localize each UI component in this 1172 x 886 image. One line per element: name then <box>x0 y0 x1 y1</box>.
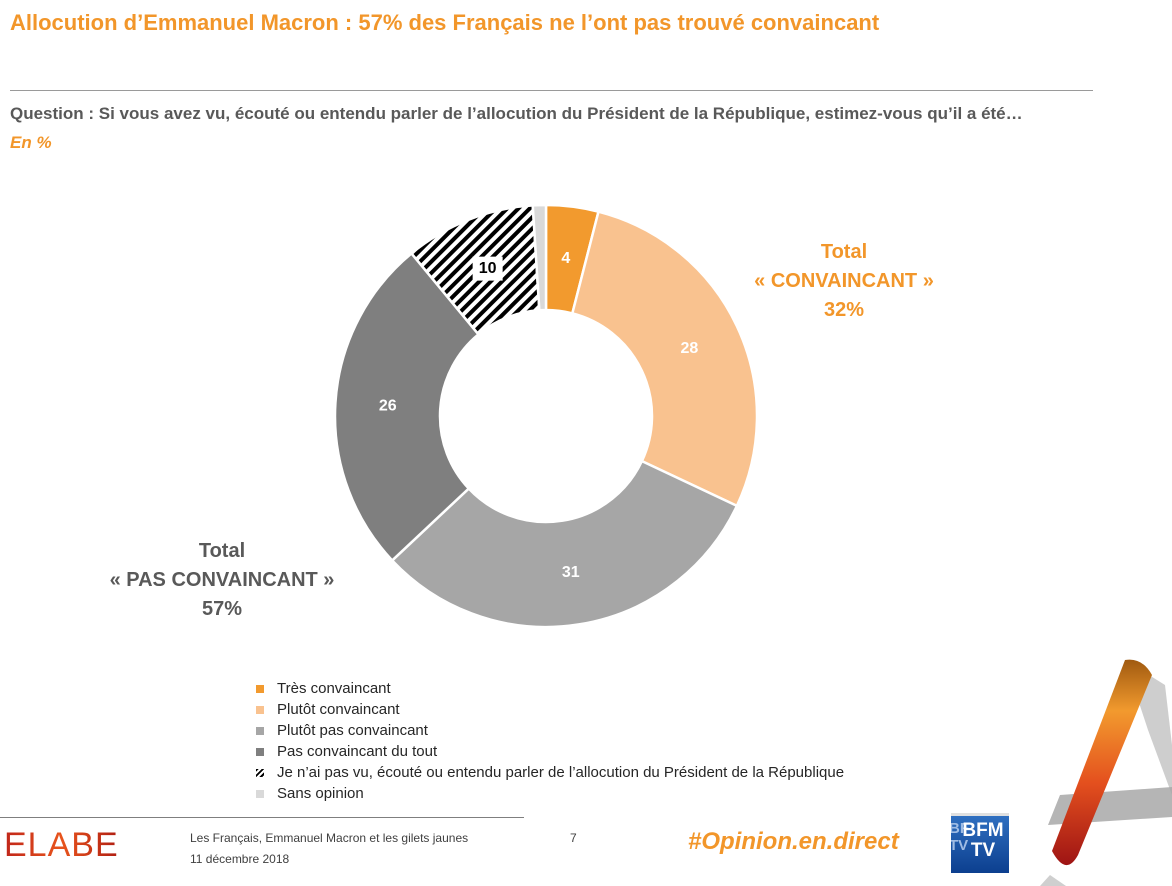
bfm-tv-logo: BFTV BFM TV <box>951 813 1009 873</box>
legend-label-1: Très convaincant <box>277 680 391 697</box>
donut-label-4: 26 <box>379 398 397 415</box>
legend-item-4: Pas convaincant du tout <box>256 741 844 762</box>
donut-label-bg-5 <box>472 256 503 281</box>
title-divider <box>10 90 1093 91</box>
bfm-tv-logo-shadow-icon: BFTV <box>951 820 969 854</box>
total-convaincant-value: 32% <box>823 299 865 321</box>
donut-label-2: 28 <box>681 340 699 357</box>
elabe-logo: ELABE <box>4 826 119 864</box>
total-pas-convaincant-value: 57% <box>201 598 243 620</box>
elabe-a-shape-icon <box>1040 659 1172 886</box>
legend-item-5: Je n’ai pas vu, écouté ou entendu parler… <box>256 762 844 783</box>
legend-swatch-5 <box>256 768 264 777</box>
legend-item-2: Plutôt convaincant <box>256 699 844 720</box>
opinion-hashtag: #Opinion.en.direct <box>688 828 899 855</box>
donut-slice-4 <box>333 251 481 563</box>
unit-label: En % <box>10 133 52 152</box>
chart-legend: Très convaincant Plutôt convaincant Plutôt… <box>256 678 844 804</box>
legend-item-3: Plutôt pas convaincant <box>256 720 844 741</box>
total-pas-convaincant-label: « PAS CONVAINCANT » <box>109 569 335 591</box>
slide-title: Allocution d’Emmanuel Macron : 57% des F… <box>10 10 880 35</box>
study-info: Les Français, Emmanuel Macron et les gil… <box>190 828 468 870</box>
footer-divider <box>0 817 524 818</box>
legend-swatch-6 <box>256 789 264 798</box>
legend-swatch-1 <box>256 684 264 693</box>
total-convaincant-label: « CONVAINCANT » <box>754 270 934 292</box>
question-text: Question : Si vous avez vu, écouté ou en… <box>10 104 1023 123</box>
donut-label-3: 31 <box>562 564 580 581</box>
legend-item-6: Sans opinion <box>256 783 844 804</box>
bfm-tv-logo-text: BFM TV <box>962 820 1004 861</box>
total-convaincant: Total « CONVAINCANT » 32% <box>724 238 964 325</box>
legend-label-6: Sans opinion <box>277 785 364 802</box>
donut-slice-3 <box>390 459 739 629</box>
page-number: 7 <box>570 831 577 845</box>
donut-label-1: 4 <box>561 250 570 267</box>
legend-swatch-2 <box>256 705 264 714</box>
legend-item-1: Très convaincant <box>256 678 844 699</box>
study-title: Les Français, Emmanuel Macron et les gil… <box>190 831 469 845</box>
study-date: 11 décembre 2018 <box>190 852 290 866</box>
legend-swatch-3 <box>256 726 264 735</box>
legend-swatch-4 <box>256 747 264 756</box>
total-convaincant-heading: Total <box>820 241 868 263</box>
total-pas-convaincant-heading: Total <box>198 540 246 562</box>
legend-label-2: Plutôt convaincant <box>277 701 400 718</box>
total-pas-convaincant: Total « PAS CONVAINCANT » 57% <box>92 537 352 624</box>
donut-slice-2 <box>570 210 759 508</box>
donut-slice-6 <box>531 203 548 312</box>
donut-label-5: 10 <box>479 260 497 277</box>
legend-label-4: Pas convaincant du tout <box>277 743 438 760</box>
legend-label-3: Plutôt pas convaincant <box>277 722 428 739</box>
legend-label-5: Je n’ai pas vu, écouté ou entendu parler… <box>277 764 845 781</box>
